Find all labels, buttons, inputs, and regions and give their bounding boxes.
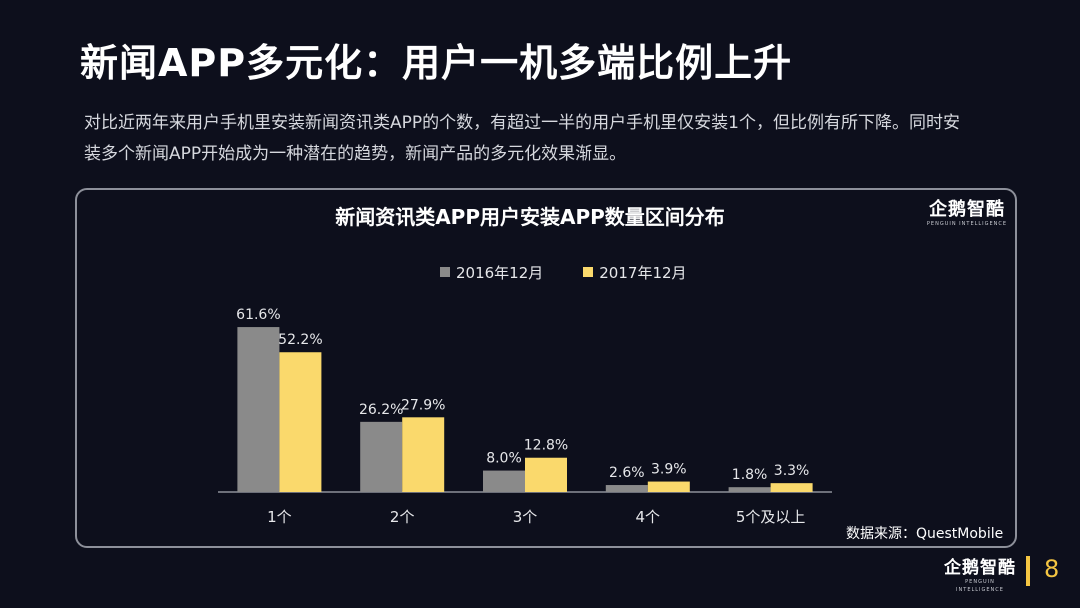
data-label-2016-0: 61.6% [236,307,280,323]
category-label-4: 5个及以上 [736,508,806,526]
data-label-2016-1: 26.2% [359,402,403,418]
bar-2016-1 [360,421,403,492]
data-label-2017-2: 12.8% [524,438,568,454]
bar-2017-2 [525,457,567,492]
legend-label-2016: 2016年12月 [456,263,544,282]
bar-2017-3 [647,481,690,492]
bar-2016-3 [605,485,648,492]
logo-subtext: PENGUIN INTELLIGENCE [926,221,1008,227]
legend-swatch-2017 [583,267,594,277]
data-label-2017-4: 3.3% [774,463,810,479]
chart-panel [75,188,1017,548]
data-source: 数据来源：QuestMobile [846,526,1004,542]
logo-text: 企鹅智酷 [929,199,1005,220]
bar-2017-1 [402,417,445,492]
data-label-2016-4: 1.8% [732,467,768,483]
bar-2016-4 [728,487,771,492]
data-label-2017-1: 27.9% [401,397,445,413]
page-number: 8 [1044,555,1060,583]
data-label-2017-0: 52.2% [278,332,322,348]
category-label-2: 3个 [513,508,538,526]
data-label-2017-3: 3.9% [651,462,687,478]
footer-logo-subtext: PENGUIN INTELLIGENCE [956,579,1004,593]
data-label-2016-3: 2.6% [609,465,645,481]
bar-2017-4 [770,483,813,492]
legend-swatch-2016 [440,267,450,277]
legend-item-2017: 2017年12月 [583,262,687,283]
legend-label-2017: 2017年12月 [599,263,687,282]
category-label-3: 4个 [636,508,661,526]
chart-title: 新闻资讯类APP用户安装APP数量区间分布 [335,205,725,229]
category-label-1: 2个 [390,508,415,526]
footer-logo: 企鹅智酷 PENGUIN INTELLIGENCE [942,558,1018,593]
page-accent-bar [1026,556,1030,586]
data-label-2016-2: 8.0% [486,451,522,467]
bar-2016-2 [483,470,525,492]
category-label-0: 1个 [267,508,292,526]
slide-description: 对比近两年来用户手机里安装新闻资讯类APP的个数，有超过一半的用户手机里仅安装1… [84,113,960,164]
bar-2016-0 [237,327,280,492]
chart-legend: 2016年12月 2017年12月 [440,262,727,282]
bar-2017-0 [279,352,322,492]
legend-item-2016: 2016年12月 [440,262,543,283]
panel-logo: 企鹅智酷 PENGUIN INTELLIGENCE [926,200,1008,232]
footer-logo-text: 企鹅智酷 [944,558,1016,578]
slide-title: 新闻APP多元化：用户一机多端比例上升 [80,41,793,85]
